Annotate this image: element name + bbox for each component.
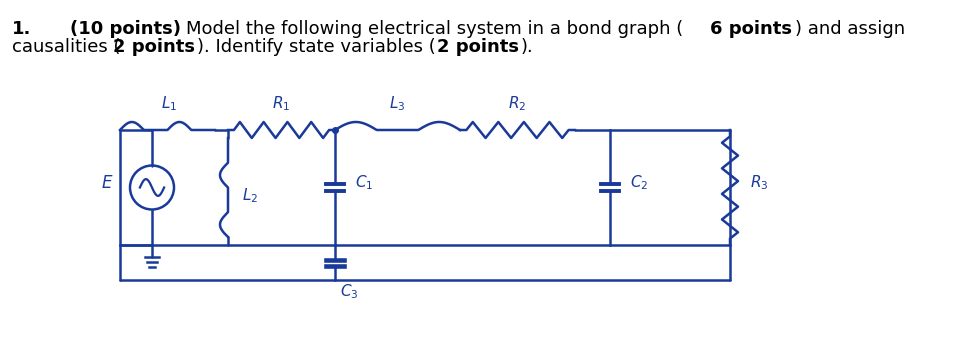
Text: ). Identify state variables (: ). Identify state variables (: [197, 38, 435, 56]
Text: ).: ).: [521, 38, 534, 56]
Text: $L_2$: $L_2$: [242, 186, 258, 205]
Text: 2 points: 2 points: [113, 38, 195, 56]
Text: 1.: 1.: [12, 20, 32, 38]
Text: E: E: [102, 174, 112, 192]
Text: ) and assign: ) and assign: [795, 20, 905, 38]
Text: $C_3$: $C_3$: [340, 282, 359, 301]
Text: (10 points): (10 points): [70, 20, 181, 38]
Text: $R_1$: $R_1$: [272, 94, 291, 113]
Text: $L_3$: $L_3$: [389, 94, 406, 113]
Text: 2 points: 2 points: [437, 38, 519, 56]
Text: $L_1$: $L_1$: [161, 94, 177, 113]
Text: $C_1$: $C_1$: [355, 173, 373, 192]
Text: $C_2$: $C_2$: [630, 173, 648, 192]
Text: $R_2$: $R_2$: [508, 94, 526, 113]
Text: causalities (: causalities (: [12, 38, 121, 56]
Text: 6 points: 6 points: [710, 20, 792, 38]
Text: Model the following electrical system in a bond graph (: Model the following electrical system in…: [186, 20, 683, 38]
Text: $R_3$: $R_3$: [750, 173, 768, 192]
